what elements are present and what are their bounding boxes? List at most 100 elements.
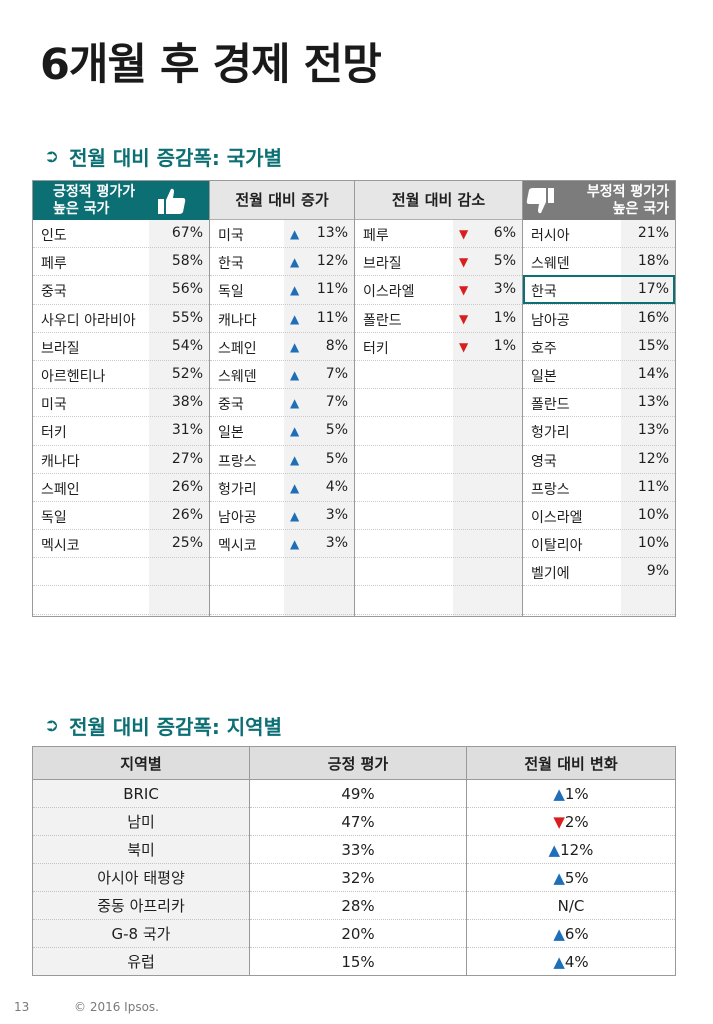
positive-rows: 인도 67% 페루 58% 중국 56% 사우디 아라비아 55% 브라질 54% 아르헨티나 52%… <box>33 220 209 615</box>
triangle-down-icon: ▼ <box>459 311 469 326</box>
list-item: 러시아 21% <box>523 220 675 249</box>
country-name: 남아공 <box>218 509 257 526</box>
country-name: 헝가리 <box>531 425 570 442</box>
highlight-box <box>523 275 675 305</box>
country-name: 브라질 <box>41 340 80 357</box>
country-value: 11% <box>637 478 669 495</box>
triangle-up-icon: ▲ <box>553 784 565 803</box>
triangle-up-icon: ▲ <box>290 339 300 354</box>
positive-header: 긍정적 평가가 높은 국가 <box>33 181 209 220</box>
list-item <box>355 558 522 587</box>
triangle-down-icon: ▼ <box>553 812 565 831</box>
country-grid: 긍정적 평가가 높은 국가 인도 67% 페루 58% 중국 56% 사우디 아라비아 55%… <box>32 180 676 617</box>
triangle-up-icon: ▲ <box>548 840 561 859</box>
change-value: 5% <box>564 868 589 887</box>
country-name: 스페인 <box>41 481 80 498</box>
list-item: 멕시코 25% <box>33 530 209 559</box>
list-item: 미국 38% <box>33 389 209 418</box>
country-name: 멕시코 <box>41 538 80 555</box>
country-value: 17% <box>637 281 669 298</box>
list-item: 스페인 ▲ 8% <box>210 333 354 361</box>
region-header: 지역별 <box>32 746 250 780</box>
list-item: 독일 ▲ 11% <box>210 276 354 305</box>
triangle-up-icon: ▲ <box>553 952 565 971</box>
triangle-up-icon: ▲ <box>290 537 300 552</box>
negative-rows: 러시아 21% 스웨덴 18% 한국 17% 남아공 16% 호주 15% 일본 14% 폴란드 13% 헝… <box>523 220 675 615</box>
increase-column: 전월 대비 증가 미국 ▲ 13% 한국 ▲ 12% 독일 ▲ 11% 캐나다 ▲ 11% 스페인 ▲ 8%… <box>210 181 354 616</box>
decrease-header: 전월 대비 감소 <box>355 181 522 220</box>
country-value: 6% <box>493 225 516 241</box>
section-title-region: ➲ 전월 대비 증감폭: 지역별 <box>44 711 282 740</box>
change-value: 2% <box>564 812 589 831</box>
section-title-country: ➲ 전월 대비 증감폭: 국가별 <box>44 142 282 171</box>
change-value: 1% <box>564 784 589 803</box>
arrow-circle-right-icon: ➲ <box>44 146 60 167</box>
triangle-down-icon: ▼ <box>459 339 469 354</box>
country-name: 폴란드 <box>363 312 402 329</box>
list-item: 헝가리 ▲ 4% <box>210 474 354 502</box>
positive-header-line1: 긍정적 평가가 <box>53 184 136 200</box>
country-value: 21% <box>637 225 669 241</box>
list-item <box>523 586 675 615</box>
triangle-up-icon: ▲ <box>290 283 300 298</box>
region-positive: 20% <box>249 919 467 948</box>
list-item: 중국 ▲ 7% <box>210 389 354 418</box>
country-value: 14% <box>637 365 669 382</box>
change-header: 전월 대비 변화 <box>466 746 676 780</box>
list-item: 중국 56% <box>33 276 209 305</box>
increase-rows: 미국 ▲ 13% 한국 ▲ 12% 독일 ▲ 11% 캐나다 ▲ 11% 스페인 ▲ 8% 스웨덴 ▲ 7% 중국 ▲… <box>210 220 354 615</box>
country-value: 13% <box>637 422 669 439</box>
country-value: 54% <box>171 337 203 354</box>
list-item: 터키 ▼ 1% <box>355 333 522 361</box>
table-row: 아시아 태평양 32% ▲5% <box>32 863 676 892</box>
decrease-rows: 페루 ▼ 6% 브라질 ▼ 5% 이스라엘 ▼ 3% 폴란드 ▼ 1% 터키 ▼ 1% <box>355 220 522 615</box>
country-value: 11% <box>316 281 348 298</box>
country-value: 15% <box>637 337 669 354</box>
negative-column: 부정적 평가가 높은 국가 러시아 21% 스웨덴 18% 한국 17% 남아공 16% 호주 1… <box>523 181 675 616</box>
list-item <box>355 474 522 502</box>
country-name: 호주 <box>531 340 557 357</box>
country-name: 벨기에 <box>531 566 570 583</box>
triangle-up-icon: ▲ <box>290 480 300 495</box>
table-row: BRIC 49% ▲1% <box>32 779 676 808</box>
country-name: 사우디 아라비아 <box>41 312 136 329</box>
country-value: 12% <box>637 450 669 467</box>
list-item: 남아공 ▲ 3% <box>210 502 354 531</box>
region-positive: 49% <box>249 779 467 808</box>
country-value: 7% <box>325 394 348 411</box>
list-item: 일본 14% <box>523 361 675 390</box>
region-change: ▲6% <box>466 919 676 948</box>
region-change: ▲12% <box>466 835 676 864</box>
triangle-up-icon: ▲ <box>290 367 300 382</box>
list-item: 인도 67% <box>33 220 209 249</box>
country-value: 4% <box>325 478 348 495</box>
region-positive: 28% <box>249 891 467 920</box>
decrease-header-text: 전월 대비 감소 <box>391 191 486 209</box>
table-row: 유럽 15% ▲4% <box>32 947 676 976</box>
list-item <box>33 586 209 615</box>
country-name: 프랑스 <box>531 481 570 498</box>
country-name: 멕시코 <box>218 538 257 555</box>
list-item: 영국 12% <box>523 446 675 474</box>
country-value: 26% <box>171 506 203 523</box>
country-name: 이스라엘 <box>363 284 415 301</box>
country-name: 스페인 <box>218 340 257 357</box>
country-name: 일본 <box>218 425 244 442</box>
country-value: 5% <box>325 422 348 439</box>
region-name: G-8 국가 <box>32 919 250 948</box>
country-name: 브라질 <box>363 256 402 273</box>
triangle-down-icon: ▼ <box>459 255 469 270</box>
country-value: 58% <box>171 253 203 270</box>
table-row: 중동 아프리카 28% N/C <box>32 891 676 920</box>
list-item <box>355 389 522 418</box>
positive-eval-header: 긍정 평가 <box>249 746 467 780</box>
list-item: 프랑스 ▲ 5% <box>210 446 354 474</box>
list-item: 페루 58% <box>33 248 209 277</box>
list-item: 이스라엘 ▼ 3% <box>355 276 522 305</box>
region-table: 지역별 긍정 평가 전월 대비 변화 BRIC 49% ▲1% 남미 47% ▼2% 북미 3… <box>32 746 676 976</box>
table-row: G-8 국가 20% ▲6% <box>32 919 676 948</box>
triangle-up-icon: ▲ <box>290 255 300 270</box>
country-name: 일본 <box>531 368 557 385</box>
list-item: 브라질 54% <box>33 333 209 361</box>
country-value: 38% <box>171 394 203 411</box>
